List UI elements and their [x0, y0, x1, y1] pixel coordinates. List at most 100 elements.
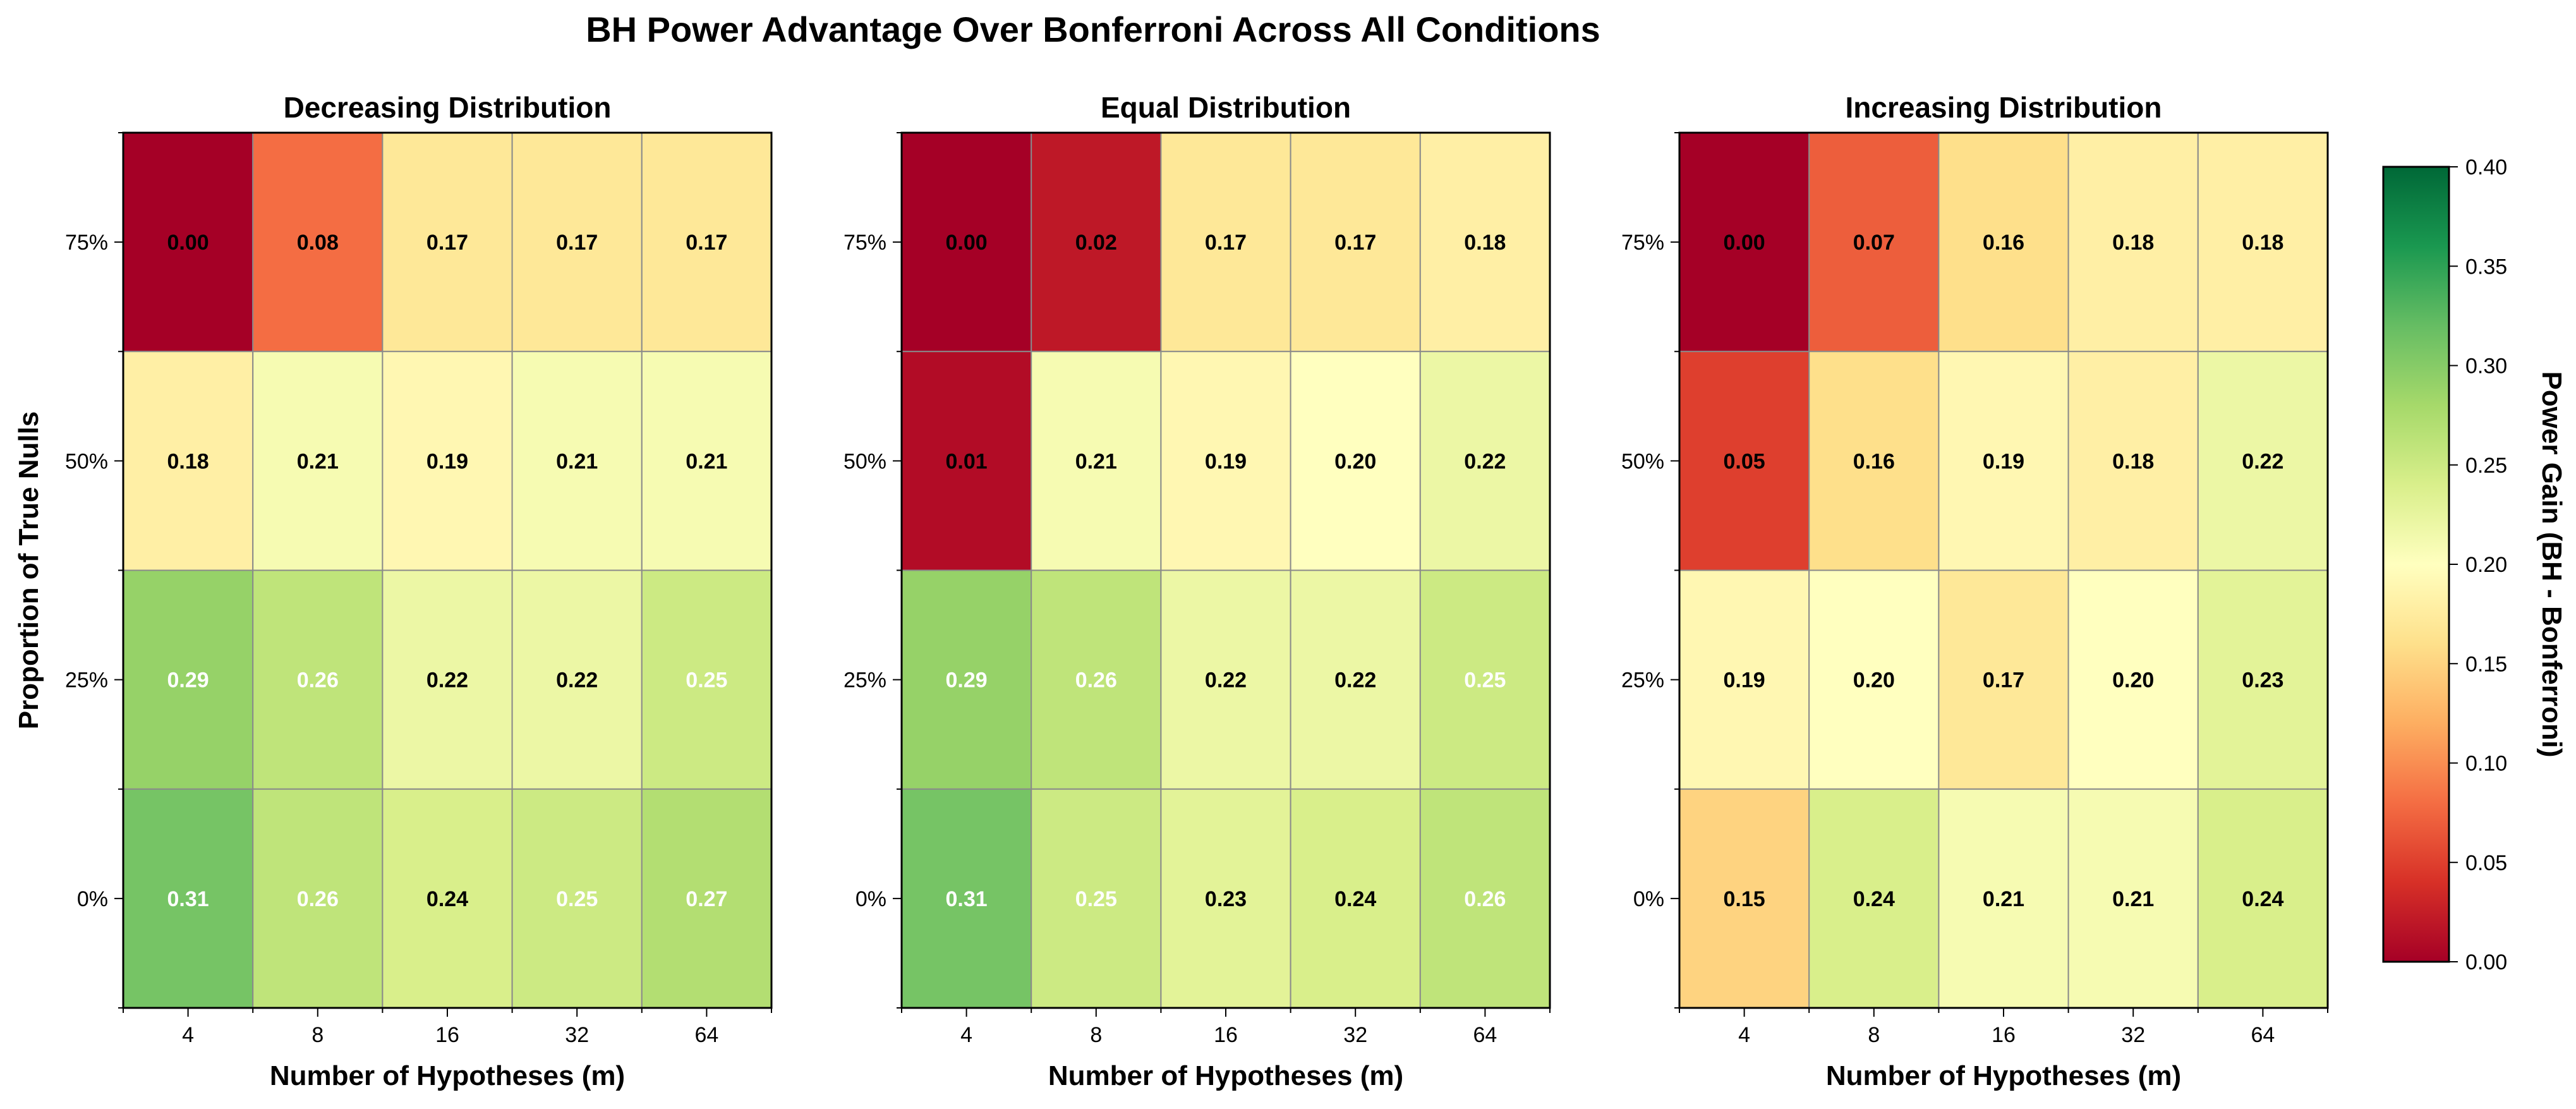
- x-axis-label: Number of Hypotheses (m): [1826, 1060, 2181, 1091]
- cell-value-label: 0.26: [1075, 669, 1117, 693]
- cell-value-label: 0.00: [167, 231, 209, 255]
- colorbar-tick-label: 0.10: [2465, 752, 2507, 776]
- heatmap-cell: [1679, 351, 1810, 571]
- heatmap-cell: [1290, 788, 1421, 1009]
- cell-value-label: 0.20: [2112, 669, 2154, 693]
- heatmap-cell: [1808, 569, 1940, 790]
- heatmap-cell: [252, 569, 384, 790]
- cell-value-label: 0.17: [1334, 231, 1376, 255]
- cell-value-label: 0.21: [1075, 449, 1117, 473]
- x-tick-label: 8: [311, 1023, 324, 1047]
- y-tick-label: 25%: [65, 669, 108, 693]
- cell-value-label: 0.05: [1724, 449, 1765, 473]
- heatmap-cell: [2197, 788, 2329, 1009]
- heatmap-cell: [2067, 351, 2199, 571]
- y-tick-label: 0%: [1633, 887, 1664, 911]
- heatmap-cell: [2067, 132, 2199, 353]
- x-tick-label: 8: [1090, 1023, 1102, 1047]
- cell-value-label: 0.19: [1205, 449, 1247, 473]
- cell-value-label: 0.22: [2242, 449, 2283, 473]
- cell-value-label: 0.23: [1205, 887, 1247, 911]
- x-tick-label: 8: [1868, 1023, 1880, 1047]
- x-tick-label: 64: [694, 1023, 718, 1047]
- x-tick-label: 32: [1343, 1023, 1367, 1047]
- heatmap-cell: [1808, 788, 1940, 1009]
- heatmap-cell: [1031, 351, 1162, 571]
- x-tick-label: 16: [435, 1023, 459, 1047]
- colorbar-tick-label: 0.35: [2465, 255, 2507, 279]
- y-tick-label: 25%: [844, 669, 886, 693]
- cell-value-label: 0.22: [1464, 449, 1506, 473]
- colorbar-tick-label: 0.05: [2465, 851, 2507, 875]
- heatmap-cell: [901, 569, 1032, 790]
- cell-value-label: 0.31: [167, 887, 209, 911]
- y-tick-label: 50%: [65, 449, 108, 473]
- cell-value-label: 0.22: [556, 669, 598, 693]
- heatmap-cell: [1160, 132, 1291, 353]
- cell-value-label: 0.29: [946, 669, 988, 693]
- heatmap-cell: [641, 788, 772, 1009]
- cell-value-label: 0.17: [686, 231, 727, 255]
- heatmap-cell: [1679, 132, 1810, 353]
- heatmap-cell: [382, 351, 513, 571]
- cell-value-label: 0.17: [426, 231, 468, 255]
- cell-value-label: 0.18: [167, 449, 209, 473]
- heatmap-cell: [2067, 788, 2199, 1009]
- heatmap-cell: [511, 569, 643, 790]
- heatmap-cell: [252, 132, 384, 353]
- heatmap-cell: [901, 132, 1032, 353]
- cell-value-label: 0.24: [2242, 887, 2283, 911]
- cell-value-label: 0.22: [426, 669, 468, 693]
- heatmap-cell: [1290, 132, 1421, 353]
- cell-value-label: 0.19: [426, 449, 468, 473]
- y-tick-label: 50%: [1621, 449, 1664, 473]
- colorbar-tick-label: 0.20: [2465, 553, 2507, 577]
- y-tick-label: 75%: [844, 231, 886, 255]
- cell-value-label: 0.27: [686, 887, 727, 911]
- cell-value-label: 0.26: [1464, 887, 1506, 911]
- heatmap-cell: [123, 351, 254, 571]
- cell-value-label: 0.24: [1334, 887, 1376, 911]
- panel-title: Equal Distribution: [1101, 91, 1351, 124]
- heatmap-cell: [1679, 788, 1810, 1009]
- heatmap-cell: [1160, 351, 1291, 571]
- heatmap-cell: [2197, 351, 2329, 571]
- y-tick-label: 0%: [856, 887, 886, 911]
- cell-value-label: 0.21: [297, 449, 339, 473]
- heatmap-cell: [641, 569, 772, 790]
- cell-value-label: 0.31: [946, 887, 988, 911]
- heatmap-cell: [1031, 132, 1162, 353]
- cell-value-label: 0.19: [1724, 669, 1765, 693]
- cell-value-label: 0.16: [1853, 449, 1895, 473]
- y-tick-label: 25%: [1621, 669, 1664, 693]
- colorbar: [2382, 166, 2450, 963]
- cell-value-label: 0.08: [297, 231, 339, 255]
- y-axis-label: Proportion of True Nulls: [13, 411, 44, 730]
- cell-value-label: 0.24: [1853, 887, 1895, 911]
- cell-value-label: 0.25: [686, 669, 727, 693]
- heatmap-cell: [1031, 569, 1162, 790]
- cell-value-label: 0.18: [2242, 231, 2283, 255]
- heatmap-cell: [382, 569, 513, 790]
- cell-value-label: 0.20: [1334, 449, 1376, 473]
- cell-value-label: 0.17: [1983, 669, 2024, 693]
- heatmap-cell: [641, 132, 772, 353]
- cell-value-label: 0.24: [426, 887, 468, 911]
- cell-value-label: 0.17: [556, 231, 598, 255]
- x-tick-label: 4: [1738, 1023, 1750, 1047]
- colorbar-tick-label: 0.00: [2465, 950, 2507, 974]
- cell-value-label: 0.22: [1205, 669, 1247, 693]
- colorbar-tick-label: 0.30: [2465, 355, 2507, 379]
- cell-value-label: 0.02: [1075, 231, 1117, 255]
- x-tick-label: 16: [1992, 1023, 2016, 1047]
- x-tick-label: 32: [565, 1023, 589, 1047]
- colorbar-tick-label: 0.40: [2465, 155, 2507, 179]
- figure-title: BH Power Advantage Over Bonferroni Acros…: [586, 9, 1600, 49]
- x-axis-label: Number of Hypotheses (m): [1048, 1060, 1403, 1091]
- cell-value-label: 0.17: [1205, 231, 1247, 255]
- cell-value-label: 0.00: [946, 231, 988, 255]
- cell-value-label: 0.21: [1983, 887, 2024, 911]
- heatmap-cell: [123, 132, 254, 353]
- heatmap-cell: [1679, 569, 1810, 790]
